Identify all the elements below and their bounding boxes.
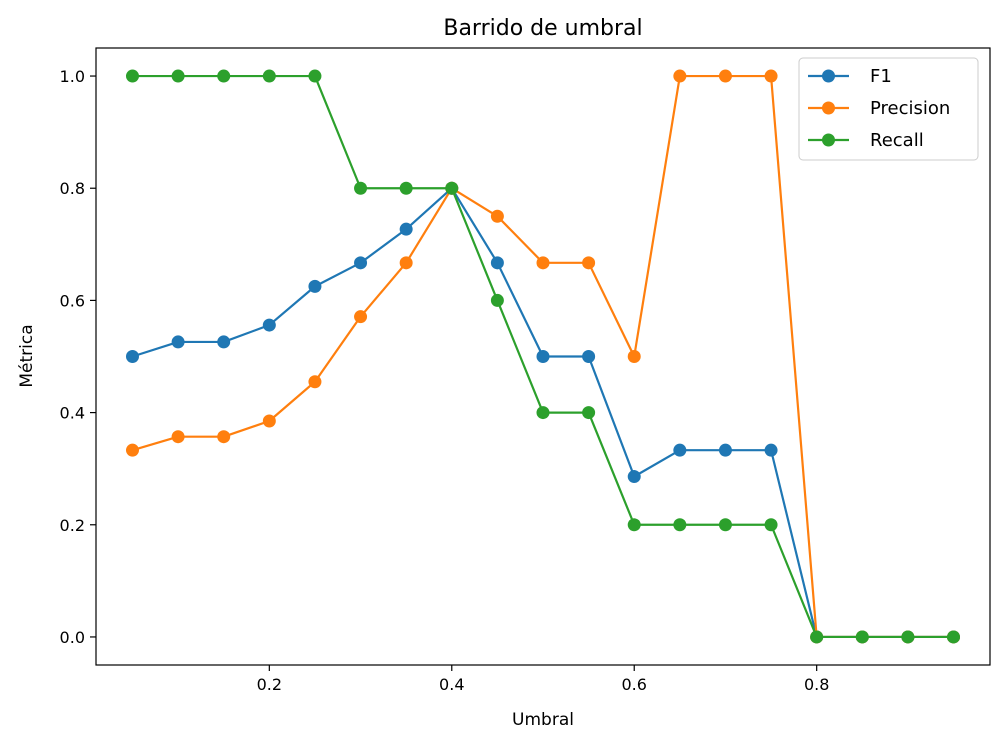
data-point-f1 <box>399 222 413 236</box>
data-point-precision <box>399 256 413 270</box>
x-axis-label: Umbral <box>512 710 574 730</box>
legend-label: Recall <box>870 130 924 151</box>
data-point-f1 <box>262 318 276 332</box>
data-point-recall <box>764 518 778 532</box>
data-point-recall <box>399 181 413 195</box>
data-point-precision <box>308 375 322 389</box>
data-point-precision <box>718 69 732 83</box>
data-point-recall <box>308 69 322 83</box>
data-point-recall <box>217 69 231 83</box>
y-tick-label: 0.8 <box>60 179 85 198</box>
data-point-recall <box>855 630 869 644</box>
data-point-recall <box>354 181 368 195</box>
legend-swatch-marker <box>822 101 835 115</box>
data-point-recall <box>901 630 915 644</box>
y-tick-label: 0.2 <box>60 516 85 535</box>
x-axis: 0.2 0.4 0.6 0.8 <box>257 665 829 694</box>
y-tick-label: 1.0 <box>60 67 85 86</box>
data-point-f1 <box>217 335 231 349</box>
data-point-recall <box>125 69 139 83</box>
data-point-recall <box>490 293 504 307</box>
y-axis-label: Métrica <box>17 324 37 387</box>
legend-item-recall: Recall <box>808 130 924 151</box>
data-point-f1 <box>308 279 322 293</box>
data-point-precision <box>582 256 596 270</box>
data-point-precision <box>125 443 139 457</box>
legend-label: F1 <box>870 66 892 87</box>
data-point-precision <box>171 430 185 444</box>
data-point-recall <box>536 406 550 420</box>
y-tick-label: 0.6 <box>60 291 85 310</box>
legend-swatch-marker <box>822 133 835 147</box>
legend-label: Precision <box>870 98 950 119</box>
data-point-precision <box>490 209 504 223</box>
data-point-precision <box>217 430 231 444</box>
legend-box <box>798 57 979 161</box>
x-tick-label: 0.6 <box>621 675 646 694</box>
data-point-f1 <box>764 443 778 457</box>
data-point-recall <box>627 518 641 532</box>
plot-frame <box>95 47 991 666</box>
data-point-precision <box>354 310 368 324</box>
data-point-f1 <box>627 470 641 484</box>
data-point-recall <box>718 518 732 532</box>
data-point-f1 <box>354 256 368 270</box>
data-point-recall <box>582 406 596 420</box>
data-point-precision <box>673 69 687 83</box>
data-point-precision <box>262 414 276 428</box>
data-point-f1 <box>125 350 139 363</box>
data-point-recall <box>947 630 961 644</box>
series-layer <box>125 69 961 644</box>
data-point-recall <box>445 181 459 195</box>
legend-item-f1: F1 <box>808 66 892 87</box>
legend-swatch-marker <box>822 69 835 83</box>
data-point-f1 <box>582 350 596 363</box>
plot-area <box>95 47 991 666</box>
x-tick-label: 0.8 <box>804 675 829 694</box>
data-point-precision <box>627 350 641 363</box>
legend: F1 Precision Recall <box>798 57 979 161</box>
data-point-f1 <box>673 443 687 457</box>
data-point-recall <box>810 630 824 644</box>
legend-item-precision: Precision <box>808 98 950 119</box>
data-point-f1 <box>718 443 732 457</box>
data-point-f1 <box>171 335 185 349</box>
data-point-precision <box>764 69 778 83</box>
y-tick-label: 0.0 <box>60 628 85 647</box>
x-tick-label: 0.2 <box>257 675 282 694</box>
data-point-precision <box>536 256 550 270</box>
y-tick-label: 0.4 <box>60 404 85 423</box>
data-point-f1 <box>490 256 504 270</box>
data-point-recall <box>171 69 185 83</box>
series-recall <box>125 69 961 644</box>
y-axis: 0.0 0.2 0.4 0.6 0.8 1.0 <box>60 67 96 647</box>
x-tick-label: 0.4 <box>439 675 464 694</box>
data-point-recall <box>262 69 276 83</box>
data-point-f1 <box>536 350 550 363</box>
data-point-recall <box>673 518 687 532</box>
chart-title: Barrido de umbral <box>443 16 642 41</box>
